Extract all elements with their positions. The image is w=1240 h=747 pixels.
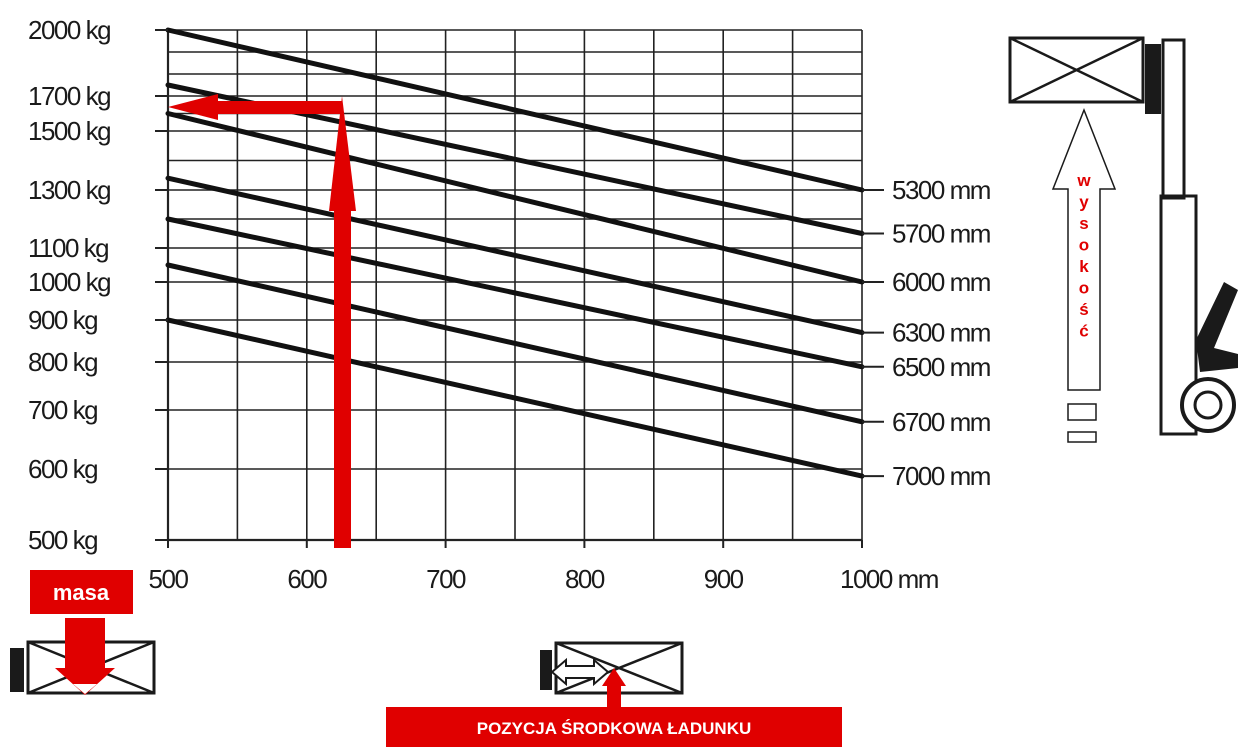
y-tick-label: 1000 kg bbox=[28, 267, 110, 297]
y-tick-label: 2000 kg bbox=[28, 15, 110, 45]
height-arrow-icon bbox=[1051, 107, 1117, 391]
series-line-6500-mm bbox=[165, 216, 865, 370]
x-tick-label: 700 bbox=[426, 564, 466, 594]
horizontal-reading-arrow-shaft bbox=[212, 101, 342, 114]
center-label: POZYCJA ŚRODKOWA ŁADUNKU bbox=[477, 719, 752, 738]
mass-label-box bbox=[30, 570, 133, 614]
x-tick-label: 900 bbox=[704, 564, 744, 594]
series-label: 7000 mm bbox=[892, 461, 990, 491]
x-tick-label: 500 bbox=[149, 564, 189, 594]
x-axis-ticks: 500 600 700 800 900 1000 mm bbox=[149, 540, 939, 594]
series-label: 6300 mm bbox=[892, 318, 990, 348]
series-label: 5700 mm bbox=[892, 219, 990, 249]
x-tick-label: 1000 mm bbox=[840, 564, 938, 594]
x-tick-label: 600 bbox=[287, 564, 327, 594]
center-load-icon: POZYCJA ŚRODKOWA ŁADUNKU bbox=[386, 641, 842, 747]
series-line-7000-mm bbox=[165, 317, 865, 479]
grid bbox=[166, 29, 863, 542]
mass-arrow-head bbox=[55, 668, 115, 695]
horizontal-reading-arrow-head bbox=[168, 94, 218, 120]
series-line-6300-mm bbox=[165, 175, 865, 336]
reading-arrows bbox=[168, 94, 356, 548]
y-tick-label: 500 kg bbox=[28, 525, 97, 555]
y-tick-label: 600 kg bbox=[28, 454, 97, 484]
series-label: 6500 mm bbox=[892, 352, 990, 382]
y-tick-label: 700 kg bbox=[28, 395, 97, 425]
series-label: 6000 mm bbox=[892, 267, 990, 297]
y-tick-label: 900 kg bbox=[28, 305, 97, 335]
mass-label: masa bbox=[53, 580, 110, 605]
mass-arrow-shaft bbox=[65, 618, 105, 670]
series-line-5300-mm bbox=[165, 27, 865, 193]
center-arrow-head bbox=[602, 668, 626, 686]
vertical-reading-arrow-shaft bbox=[334, 205, 351, 548]
y-axis-ticks: 2000 kg 1700 kg 1500 kg 1300 kg 1100 kg 1000 … bbox=[28, 15, 168, 555]
center-arrow-shaft bbox=[607, 684, 621, 708]
center-double-arrow-icon bbox=[550, 657, 610, 687]
y-tick-label: 1100 kg bbox=[28, 233, 108, 263]
mass-load-icon: masa bbox=[10, 570, 156, 695]
x-tick-label: 800 bbox=[565, 564, 605, 594]
y-tick-label: 800 kg bbox=[28, 347, 97, 377]
series-line-6000-mm bbox=[165, 111, 865, 285]
y-tick-label: 1300 kg bbox=[28, 175, 110, 205]
series-labels: 5300 mm 5700 mm 6000 mm 6300 mm 6500 mm 6700 … bbox=[862, 175, 991, 491]
vertical-reading-arrow-head bbox=[329, 96, 356, 211]
series-line-6700-mm bbox=[165, 262, 865, 425]
mass-arrow-tip bbox=[73, 684, 97, 694]
series-label: 6700 mm bbox=[892, 407, 990, 437]
series-label: 5300 mm bbox=[892, 175, 990, 205]
y-tick-label: 1700 kg bbox=[28, 81, 110, 111]
center-label-box bbox=[386, 707, 842, 747]
capacity-lines bbox=[165, 27, 865, 479]
y-tick-label: 1500 kg bbox=[28, 116, 110, 146]
